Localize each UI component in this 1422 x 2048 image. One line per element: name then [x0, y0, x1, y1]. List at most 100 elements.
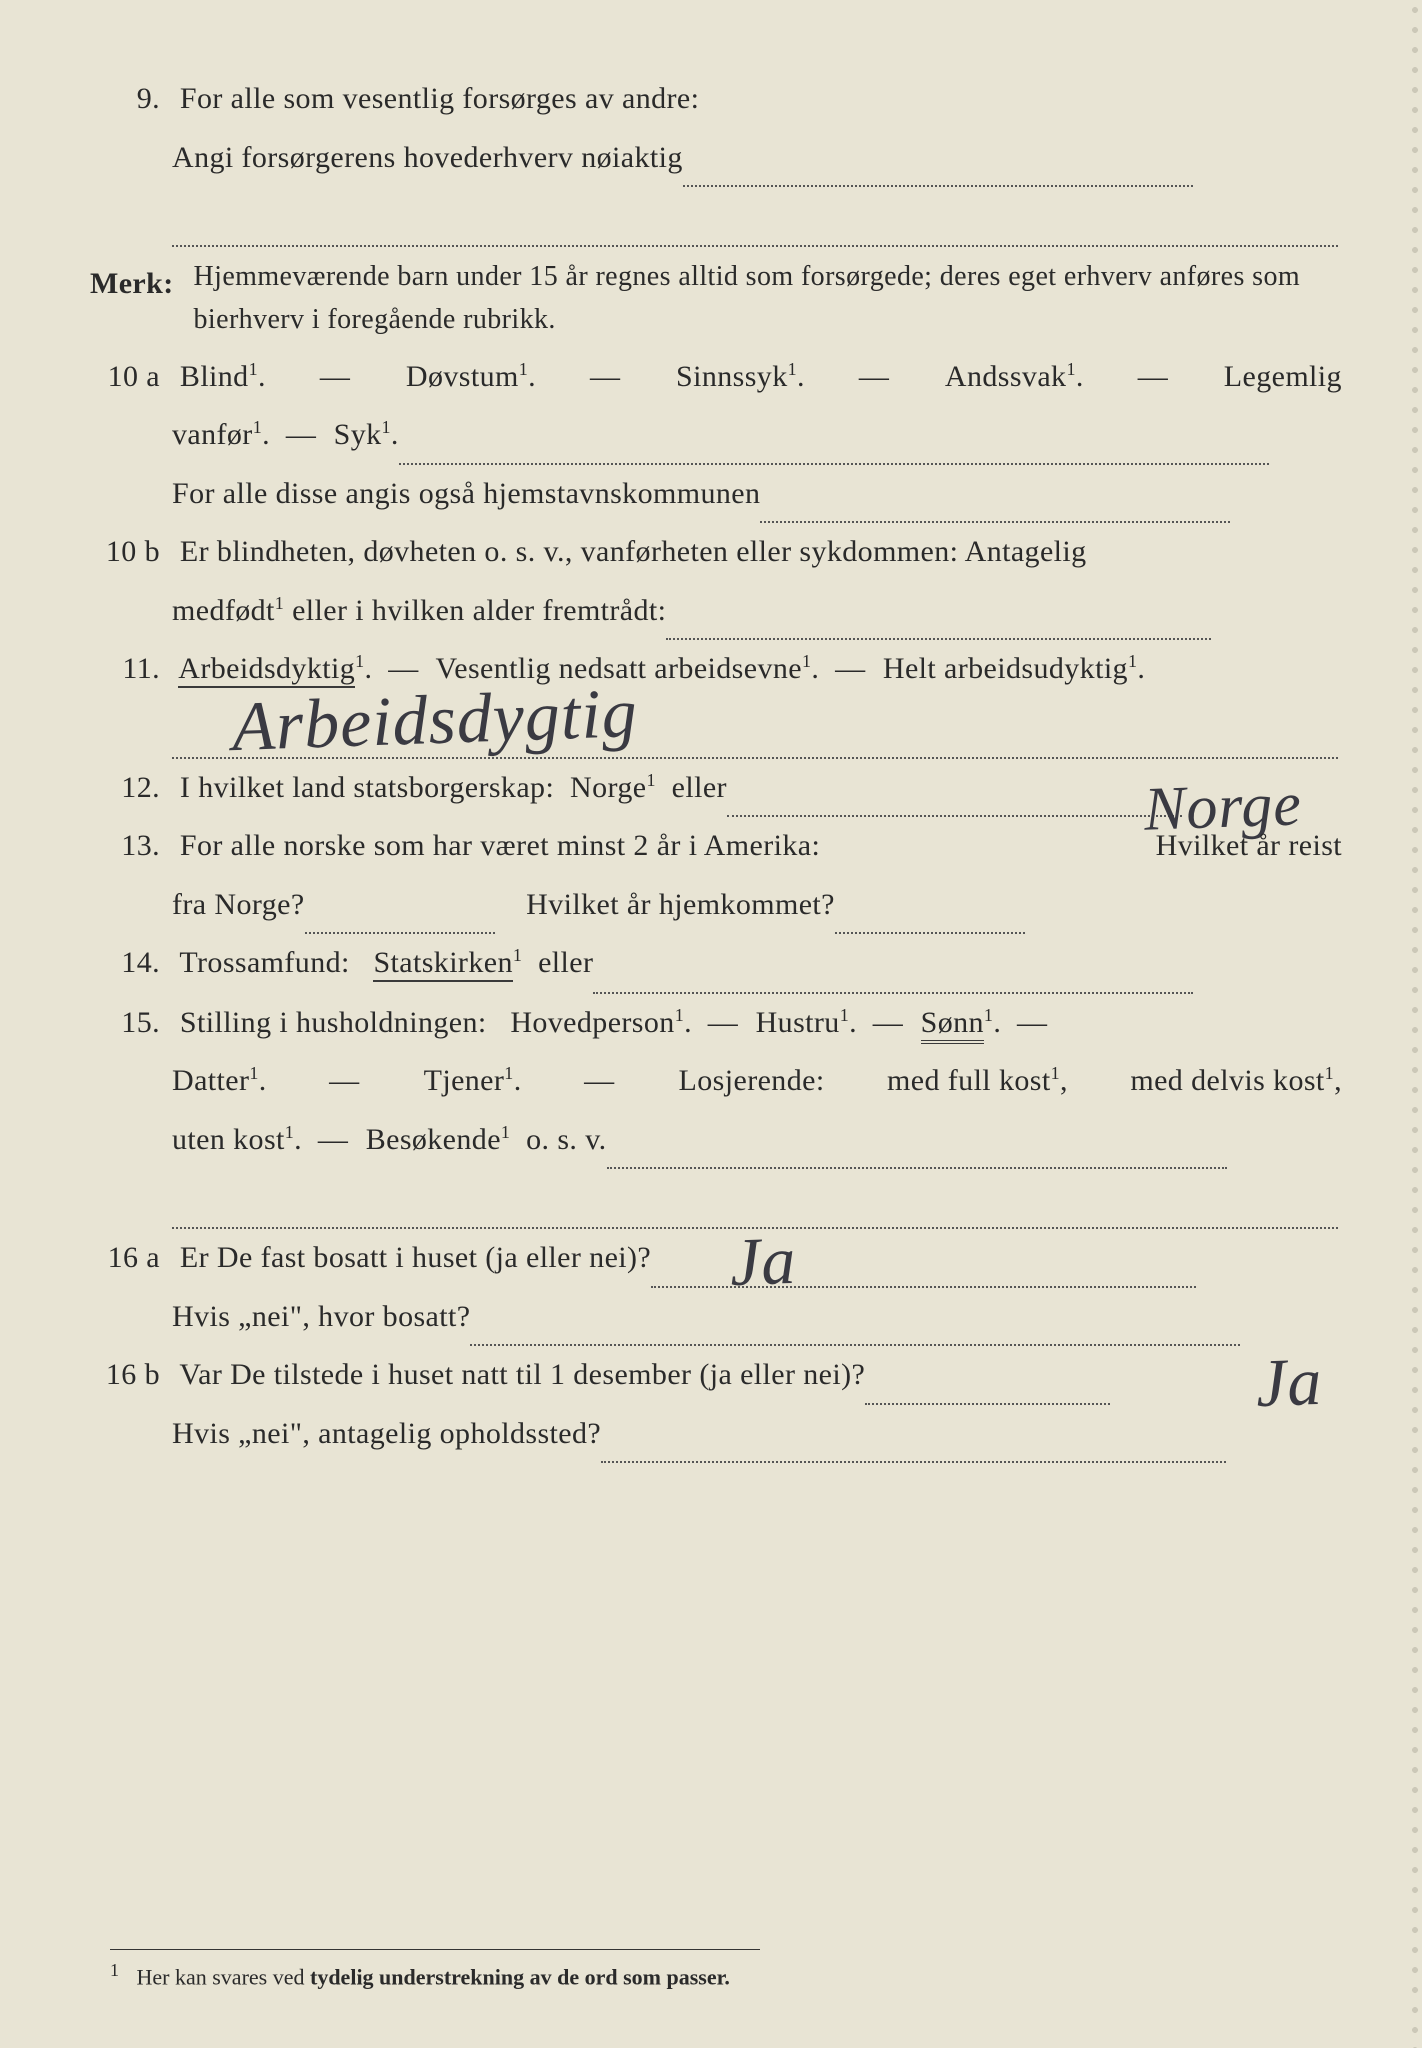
- q10a-opt6: vanfør: [172, 418, 253, 451]
- q10b-blank: [666, 602, 1211, 640]
- sup: 1: [355, 651, 364, 671]
- footnote-text1: Her kan svares ved: [137, 1964, 311, 1989]
- dash: —: [1138, 348, 1170, 407]
- q15-text: Stilling i husholdningen:: [180, 1006, 487, 1039]
- q11-handwritten: Arbeidsdygtig: [231, 674, 639, 768]
- q14-opt1: Statskirken: [373, 946, 512, 982]
- q15-line1: 15. Stilling i husholdningen: Hovedperso…: [90, 994, 1342, 1053]
- sup: 1: [382, 417, 391, 437]
- sup: 1: [519, 359, 528, 379]
- merk-text: Hjemmeværende barn under 15 år regnes al…: [194, 255, 1324, 342]
- q15-opt2: Hustru: [756, 1006, 840, 1039]
- q16a-line2: Hvis „nei", hvor bosatt?: [90, 1288, 1342, 1347]
- footnote-sup: 1: [110, 1960, 119, 1980]
- q10a-blank: [399, 427, 1269, 465]
- q15-opt6d: uten kost: [172, 1123, 285, 1156]
- q16a-blank2: [470, 1308, 1240, 1346]
- q10b-text2a: medfødt: [172, 594, 275, 627]
- q15-opt3: Sønn: [921, 1006, 984, 1044]
- merk-row: Merk: Hjemmeværende barn under 15 år reg…: [90, 255, 1342, 342]
- q13-text3: fra Norge?: [172, 888, 305, 921]
- q15-opt1: Hovedperson: [510, 1006, 674, 1039]
- q16b-line2: Hvis „nei", antagelig opholdssted?: [90, 1405, 1342, 1464]
- q15-opt4: Datter: [172, 1064, 249, 1097]
- sup: 1: [788, 359, 797, 379]
- q16b-number: 16 b: [90, 1346, 172, 1405]
- q10a-line1: 10 a Blind1. — Døvstum1. — Sinnssyk1. — …: [90, 348, 1342, 407]
- q13-text2: Hvilket år reist: [1156, 817, 1342, 876]
- q10b-number: 10 b: [90, 523, 172, 582]
- dash: —: [329, 1052, 361, 1111]
- q13-number: 13.: [90, 817, 172, 876]
- q15-line2: Datter1. — Tjener1. — Losjerende: med fu…: [90, 1052, 1342, 1111]
- sup: 1: [802, 651, 811, 671]
- sup: 1: [504, 1063, 513, 1083]
- q14-blank: [593, 956, 1193, 994]
- q15-opt6b: med full kost: [887, 1064, 1051, 1097]
- q9-blankline: [172, 187, 1338, 247]
- q16a-number: 16 a: [90, 1229, 172, 1288]
- q13-text1: For alle norske som har været minst 2 år…: [180, 829, 820, 862]
- q12-number: 12.: [90, 759, 172, 818]
- sup: 1: [1128, 651, 1137, 671]
- q10b-text1: Er blindheten, døvheten o. s. v., vanfør…: [180, 535, 1087, 568]
- q10a-opt2: Døvstum: [406, 360, 519, 393]
- q10a-text2: For alle disse angis også hjemstavnskomm…: [172, 477, 760, 510]
- q13-line1: 13. For alle norske som har været minst …: [90, 817, 1342, 876]
- q13-text4: Hvilket år hjemkommet?: [526, 888, 835, 921]
- dash: —: [320, 348, 352, 407]
- q15-opt7: Besøkende: [366, 1123, 501, 1156]
- dash: —: [873, 1006, 905, 1039]
- q10a-line3: For alle disse angis også hjemstavnskomm…: [90, 465, 1342, 524]
- q9-blank: [683, 149, 1193, 187]
- sup: 1: [285, 1122, 294, 1142]
- sup: 1: [840, 1005, 849, 1025]
- q16b-text1: Var De tilstede i huset natt til 1 desem…: [179, 1358, 865, 1391]
- sup: 1: [249, 1063, 258, 1083]
- q11-opt3: Helt arbeidsudyktig: [883, 652, 1128, 685]
- q12-opt1: Norge: [570, 771, 646, 804]
- form-page: 9. For alle som vesentlig forsørges av a…: [0, 0, 1422, 1503]
- q10b-line2: medfødt1 eller i hvilken alder fremtrådt…: [90, 582, 1342, 641]
- dash: —: [318, 1123, 350, 1156]
- q15-blank: [607, 1131, 1227, 1169]
- merk-label: Merk:: [90, 267, 174, 300]
- q16b-blank1: [865, 1367, 1110, 1405]
- q16a-line1: 16 a Er De fast bosatt i huset (ja eller…: [90, 1229, 1342, 1288]
- q12-text: I hvilket land statsborgerskap:: [180, 771, 554, 804]
- q12-or: eller: [672, 771, 727, 804]
- q15-number: 15.: [90, 994, 172, 1053]
- sup: 1: [253, 417, 262, 437]
- q10b-text2b: eller i hvilken alder fremtrådt:: [284, 594, 666, 627]
- dash: —: [388, 652, 420, 685]
- sup: 1: [1066, 359, 1075, 379]
- sup: 1: [646, 770, 655, 790]
- q13-line2: fra Norge? Hvilket år hjemkommet?: [90, 876, 1342, 935]
- footnote-bold: tydelig understrekning av de ord som pas…: [310, 1964, 730, 1989]
- q16a-text1: Er De fast bosatt i huset (ja eller nei)…: [180, 1241, 651, 1274]
- sup: 1: [1051, 1063, 1060, 1083]
- q12-blank: [727, 779, 1182, 817]
- q9-text1: For alle som vesentlig forsørges av andr…: [180, 82, 699, 115]
- dash: —: [859, 348, 891, 407]
- q16b-line1: 16 b Var De tilstede i huset natt til 1 …: [90, 1346, 1342, 1405]
- q15-opt6a: Losjerende:: [679, 1052, 825, 1111]
- q9-line1: 9. For alle som vesentlig forsørges av a…: [90, 70, 1342, 129]
- q10a-opt4: Andssvak: [945, 360, 1067, 393]
- q14-number: 14.: [90, 934, 172, 993]
- q10a-number: 10 a: [90, 348, 172, 407]
- q9-number: 9.: [90, 70, 172, 129]
- q16b-blank2: [601, 1425, 1226, 1463]
- q15-line3: uten kost1. — Besøkende1 o. s. v.: [90, 1111, 1342, 1170]
- q14-or: eller: [538, 946, 593, 979]
- sup: 1: [1325, 1063, 1334, 1083]
- sup: 1: [984, 1005, 993, 1025]
- q12-line: 12. I hvilket land statsborgerskap: Norg…: [90, 759, 1342, 818]
- q15-opt6c: med delvis kost: [1130, 1064, 1324, 1097]
- dash: —: [590, 348, 622, 407]
- q16a-text2: Hvis „nei", hvor bosatt?: [172, 1300, 470, 1333]
- q15-etc: o. s. v.: [526, 1123, 606, 1156]
- q10a-line2: vanfør1. — Syk1.: [90, 406, 1342, 465]
- q9-line2: Angi forsørgerens hovederhverv nøiaktig: [90, 129, 1342, 188]
- dash: —: [1017, 1006, 1049, 1039]
